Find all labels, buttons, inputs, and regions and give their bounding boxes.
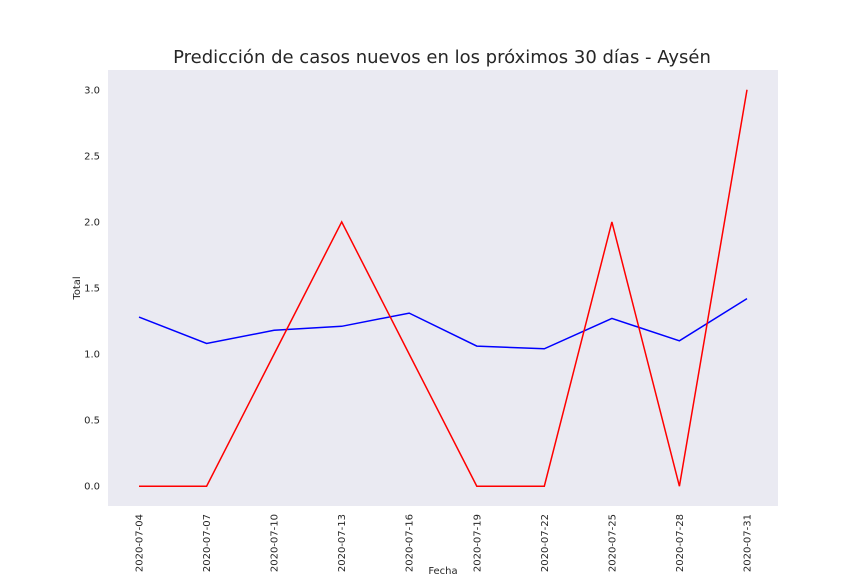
x-tick-label: 2020-07-25 — [607, 514, 618, 572]
series-line-1 — [139, 89, 748, 487]
y-tick-label: 1.0 — [84, 350, 100, 361]
x-axis-label: Fecha — [428, 566, 457, 576]
y-tick-label: 0.0 — [84, 482, 100, 493]
x-tick-label: 2020-07-19 — [472, 514, 483, 572]
chart-title: Predicción de casos nuevos en los próxim… — [173, 47, 711, 68]
y-tick-label: 0.5 — [84, 416, 100, 427]
x-tick-label: 2020-07-07 — [202, 514, 213, 572]
y-tick-label: 3.0 — [84, 85, 100, 96]
x-tick-label: 2020-07-04 — [135, 514, 146, 572]
x-tick-label: 2020-07-10 — [270, 514, 281, 572]
series-line-0 — [138, 297, 748, 350]
y-tick-label: 2.0 — [84, 217, 100, 228]
x-axis: 2020-07-04 2020-07-07 2020-07-10 2020-07-13… — [135, 514, 754, 572]
x-tick-label: 2020-07-28 — [675, 514, 686, 572]
x-tick-label: 2020-07-22 — [540, 514, 551, 572]
series-layer — [138, 89, 748, 487]
y-tick-label: 1.5 — [84, 284, 100, 295]
x-tick-label: 2020-07-13 — [337, 514, 348, 572]
x-tick-label: 2020-07-31 — [743, 514, 754, 572]
plot-area — [108, 70, 778, 506]
x-tick-label: 2020-07-16 — [405, 514, 416, 572]
y-axis-label: Total — [72, 276, 83, 300]
y-tick-label: 2.5 — [84, 151, 100, 162]
y-axis: 0.0 0.5 1.0 1.5 2.0 2.5 3.0 — [84, 85, 100, 492]
